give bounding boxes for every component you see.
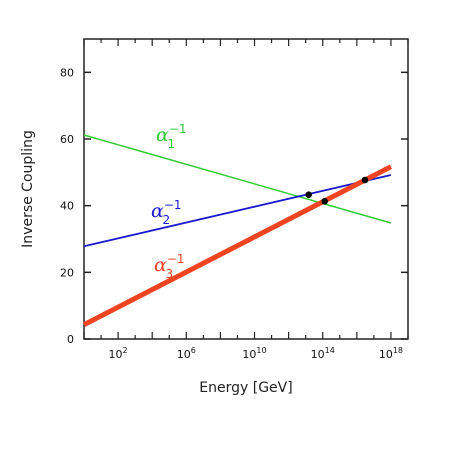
series-labels: α−1 1 α−1 2 α−1 3 [151,122,187,281]
series-line-2 [83,174,392,248]
plot-frame [83,38,409,340]
intersection-point [305,191,312,198]
intersection-point [321,198,328,205]
y-tick-label: 0 [67,333,74,346]
series-line-3 [82,164,393,327]
series-label-2: α−1 2 [151,198,182,227]
y-tick-label: 20 [60,266,74,279]
series-label-1: α−1 1 [156,122,187,151]
axis-ticks [83,39,409,340]
x-tick-label: 1010 [242,346,266,361]
y-tick-label: 60 [60,133,74,146]
y-axis-title: Inverse Coupling [20,130,36,248]
x-tick-label: 1018 [379,346,403,361]
tick-labels: 0 20 40 60 80 102 106 1010 1014 1018 [60,66,403,361]
series-layer [82,134,393,327]
series-label-3: α−1 3 [154,252,185,281]
intersection-points [305,176,369,205]
x-tick-label: 106 [177,346,196,361]
y-tick-label: 80 [60,66,74,79]
series-line-1 [83,134,392,224]
x-axis-title: Energy [GeV] [199,380,292,396]
x-tick-label: 102 [109,346,128,361]
x-tick-label: 1014 [311,346,335,361]
y-tick-label: 40 [60,200,74,213]
intersection-point [361,176,369,184]
